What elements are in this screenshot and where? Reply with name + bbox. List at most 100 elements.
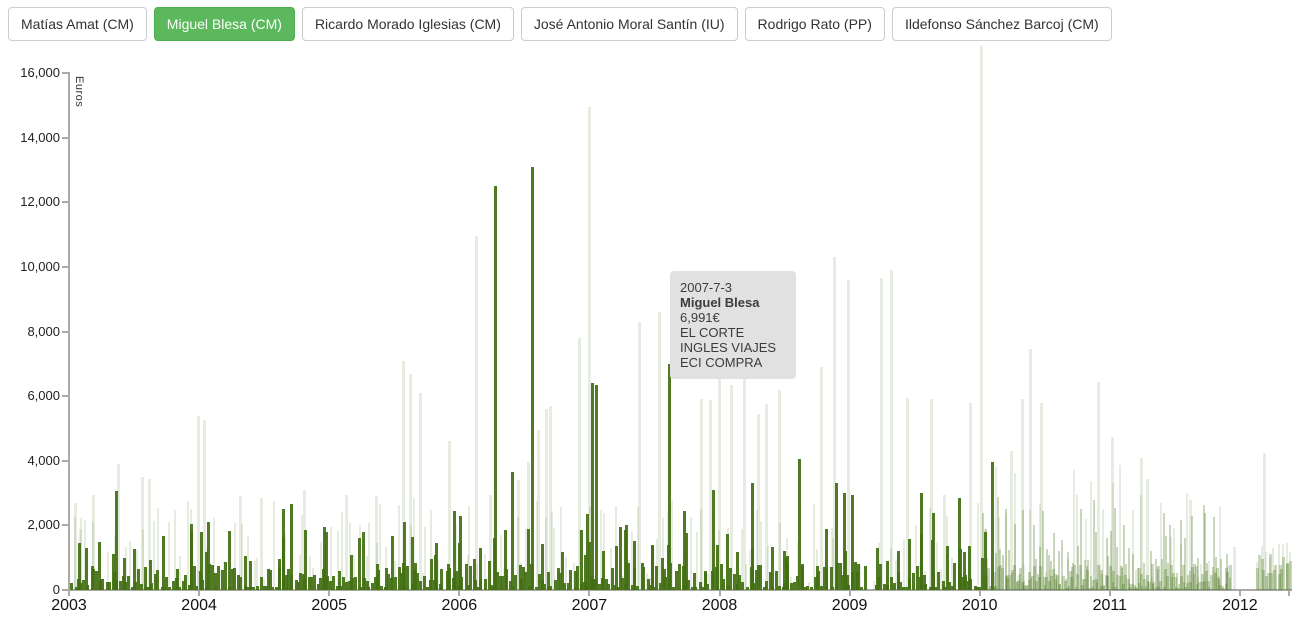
transaction-bar[interactable] xyxy=(840,575,844,590)
transaction-bar[interactable] xyxy=(160,587,164,590)
transaction-bar[interactable] xyxy=(217,566,221,590)
transaction-bar[interactable] xyxy=(527,462,530,590)
transaction-bar[interactable] xyxy=(602,551,606,590)
transaction-bar[interactable] xyxy=(1271,548,1274,590)
transaction-bar[interactable] xyxy=(538,573,542,590)
transaction-bar[interactable] xyxy=(1188,571,1191,590)
transaction-bar[interactable] xyxy=(1143,563,1146,590)
transaction-bar[interactable] xyxy=(200,531,204,590)
transaction-bar[interactable] xyxy=(84,519,86,590)
transaction-bar[interactable] xyxy=(556,568,560,590)
transaction-bar[interactable] xyxy=(786,556,790,590)
transaction-bar[interactable] xyxy=(566,583,570,590)
transaction-bar[interactable] xyxy=(379,503,382,590)
transaction-bar[interactable] xyxy=(765,404,768,590)
transaction-bar[interactable] xyxy=(79,583,83,590)
transaction-bar[interactable] xyxy=(889,547,892,590)
transaction-bar[interactable] xyxy=(728,568,732,590)
transaction-bar[interactable] xyxy=(1207,580,1210,590)
transaction-bar[interactable] xyxy=(1092,500,1095,590)
transaction-bar[interactable] xyxy=(671,587,675,590)
transaction-bar[interactable] xyxy=(1154,586,1158,590)
transaction-bar[interactable] xyxy=(1277,574,1281,590)
transaction-bar[interactable] xyxy=(1103,585,1106,590)
transaction-bar[interactable] xyxy=(1029,509,1032,590)
transaction-bar[interactable] xyxy=(374,576,377,590)
transaction-bar[interactable] xyxy=(631,585,635,590)
transaction-bar[interactable] xyxy=(95,570,99,590)
transaction-bar[interactable] xyxy=(122,558,126,590)
transaction-bar[interactable] xyxy=(1200,563,1202,590)
transaction-bar[interactable] xyxy=(1281,543,1284,590)
transaction-bar[interactable] xyxy=(614,545,618,590)
transaction-bar[interactable] xyxy=(765,581,769,590)
transaction-bar[interactable] xyxy=(940,569,943,590)
transaction-bar[interactable] xyxy=(535,500,538,590)
transaction-bar[interactable] xyxy=(1189,499,1193,590)
transaction-bar[interactable] xyxy=(390,536,394,590)
transaction-bar[interactable] xyxy=(1070,577,1074,590)
transaction-bar[interactable] xyxy=(238,577,242,590)
transaction-bar[interactable] xyxy=(192,566,196,590)
transaction-bar[interactable] xyxy=(543,583,546,590)
transaction-bar[interactable] xyxy=(312,574,316,590)
transaction-bar[interactable] xyxy=(1072,563,1075,590)
transaction-bar[interactable] xyxy=(167,522,170,590)
transaction-bar[interactable] xyxy=(859,587,863,590)
transaction-bar[interactable] xyxy=(805,585,809,590)
transaction-bar[interactable] xyxy=(838,563,842,590)
transaction-bar[interactable] xyxy=(703,570,707,590)
transaction-bar[interactable] xyxy=(399,573,403,590)
transaction-bar[interactable] xyxy=(1273,569,1277,590)
transaction-bar[interactable] xyxy=(308,577,312,590)
transaction-bar[interactable] xyxy=(771,546,775,590)
transaction-bar[interactable] xyxy=(415,573,419,590)
tab-ildefonso-sanchez-barcoj[interactable]: Ildefonso Sánchez Barcoj (CM) xyxy=(891,7,1112,41)
transaction-bar[interactable] xyxy=(198,571,202,590)
transaction-bar[interactable] xyxy=(178,587,182,590)
transaction-bar[interactable] xyxy=(674,570,678,590)
transaction-bar[interactable] xyxy=(1124,564,1127,590)
transaction-bar[interactable] xyxy=(626,563,630,590)
transaction-bar[interactable] xyxy=(1013,523,1016,590)
transaction-bar[interactable] xyxy=(514,575,518,590)
transaction-bar[interactable] xyxy=(466,554,469,590)
transaction-bar[interactable] xyxy=(901,587,905,590)
transaction-bar[interactable] xyxy=(549,585,553,590)
transaction-bar[interactable] xyxy=(331,575,335,590)
transaction-bar[interactable] xyxy=(476,587,480,590)
transaction-bar[interactable] xyxy=(578,529,581,590)
transaction-bar[interactable] xyxy=(934,587,938,590)
tab-rodrigo-rato[interactable]: Rodrigo Rato (PP) xyxy=(744,7,885,41)
transaction-bar[interactable] xyxy=(750,483,754,590)
transaction-bar[interactable] xyxy=(357,537,361,590)
transaction-bar[interactable] xyxy=(344,581,348,590)
transaction-bar[interactable] xyxy=(282,509,286,590)
transaction-bar[interactable] xyxy=(1120,565,1123,590)
transaction-bar[interactable] xyxy=(994,585,998,590)
transaction-bar[interactable] xyxy=(1186,575,1189,590)
transaction-bar[interactable] xyxy=(576,565,580,590)
transaction-bar[interactable] xyxy=(319,578,322,590)
transaction-bar[interactable] xyxy=(742,376,746,590)
transaction-bar[interactable] xyxy=(981,558,985,590)
transaction-bar[interactable] xyxy=(344,494,348,590)
transaction-bar[interactable] xyxy=(631,530,634,590)
transaction-bar[interactable] xyxy=(85,547,89,590)
transaction-bar[interactable] xyxy=(1225,568,1229,590)
transaction-bar[interactable] xyxy=(406,565,410,590)
transaction-bar[interactable] xyxy=(537,430,541,590)
transaction-bar[interactable] xyxy=(792,581,796,590)
transaction-bar[interactable] xyxy=(1058,584,1061,590)
transaction-bar[interactable] xyxy=(246,586,250,590)
transaction-bar[interactable] xyxy=(74,502,78,590)
transaction-bar[interactable] xyxy=(125,547,128,590)
transaction-bar[interactable] xyxy=(1107,556,1109,590)
transaction-bar[interactable] xyxy=(1274,564,1278,590)
transaction-bar[interactable] xyxy=(647,578,651,590)
transaction-bar[interactable] xyxy=(1053,533,1056,590)
transaction-bar[interactable] xyxy=(1083,559,1086,590)
transaction-bar[interactable] xyxy=(1221,588,1225,590)
transaction-bar[interactable] xyxy=(1023,580,1026,590)
transaction-bar[interactable] xyxy=(196,415,200,590)
